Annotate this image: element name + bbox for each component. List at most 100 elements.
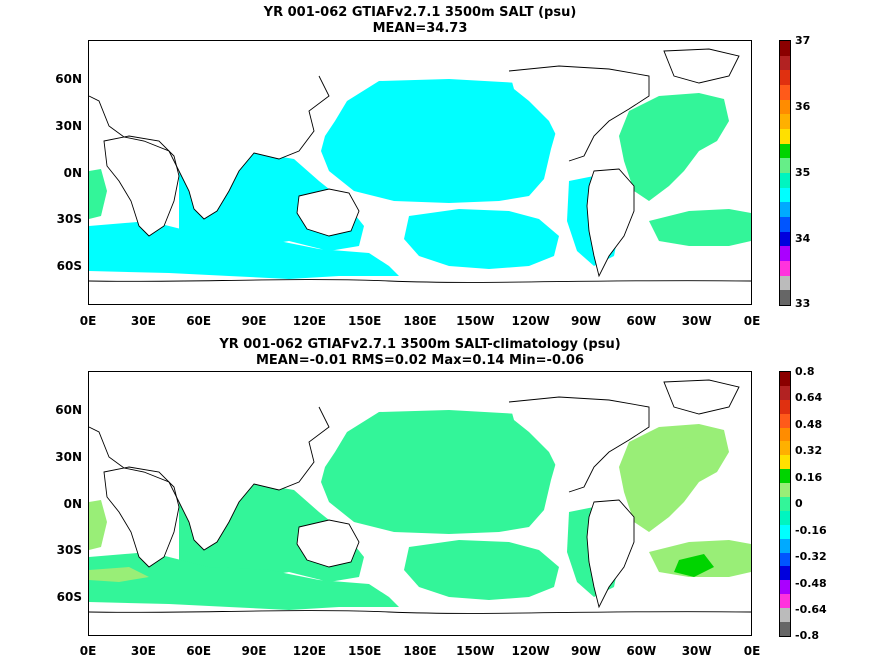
colorbar-segment xyxy=(780,275,790,291)
coastline xyxy=(296,188,360,237)
x-tick-label: 0E xyxy=(79,314,97,328)
colorbar-segment xyxy=(780,385,790,400)
colorbar-segment xyxy=(780,99,790,115)
x-tick-label: 180E xyxy=(403,314,437,328)
colorbar-segment xyxy=(780,372,790,386)
colorbar-segment xyxy=(780,216,790,232)
coastline xyxy=(89,406,330,551)
land-mask xyxy=(664,49,739,83)
coastline xyxy=(103,466,180,568)
colorbar-segment xyxy=(780,114,790,129)
colorbar-segment xyxy=(780,594,790,609)
chart-subtitle: MEAN=34.73 xyxy=(372,21,468,36)
colorbar-segment xyxy=(780,246,790,261)
colorbar-label: 0.64 xyxy=(795,391,823,404)
x-tick-label: 90E xyxy=(241,644,267,658)
chart-subtitle: MEAN=-0.01 RMS=0.02 Max=0.14 Min=-0.06 xyxy=(255,353,585,368)
coastline xyxy=(663,379,740,415)
colorbar xyxy=(779,371,791,637)
x-tick-label: 150E xyxy=(348,644,382,658)
land-mask xyxy=(89,610,751,635)
salinity-region xyxy=(321,410,559,534)
colorbar-label: 0.16 xyxy=(795,471,823,484)
x-tick-label: 150W xyxy=(456,644,495,658)
salinity-region xyxy=(404,209,559,269)
colorbar-segment xyxy=(780,552,790,567)
y-tick-label: 30S xyxy=(56,212,82,226)
x-tick-label: 60E xyxy=(186,644,212,658)
y-tick-label: 0N xyxy=(63,497,82,511)
land-mask xyxy=(89,279,751,304)
colorbar-segment xyxy=(780,622,790,636)
x-tick-label: 90W xyxy=(571,644,601,658)
x-tick-label: 30W xyxy=(681,314,712,328)
x-tick-label: 180E xyxy=(403,644,437,658)
land-mask xyxy=(509,397,649,492)
colorbar-label: 34 xyxy=(795,232,811,245)
colorbar-segment xyxy=(780,158,790,173)
anomaly-map xyxy=(88,371,752,636)
x-tick-label: 0E xyxy=(743,314,761,328)
y-tick-label: 60N xyxy=(55,72,82,86)
colorbar-segment xyxy=(780,202,790,217)
x-tick-label: 30W xyxy=(681,644,712,658)
anomaly-map-svg xyxy=(89,372,751,635)
colorbar-segment xyxy=(780,580,790,595)
salinity-region xyxy=(89,169,107,219)
salinity-region xyxy=(649,209,751,246)
colorbar-segment xyxy=(780,455,790,470)
colorbar-label: 0.48 xyxy=(795,418,823,431)
colorbar-segment xyxy=(780,187,790,203)
colorbar-label: 36 xyxy=(795,100,811,113)
colorbar-segment xyxy=(780,413,790,428)
land-mask xyxy=(104,467,179,567)
colorbar-segment xyxy=(780,566,790,581)
land-mask xyxy=(509,66,649,161)
x-tick-label: 30E xyxy=(130,644,156,658)
colorbar-segment xyxy=(780,70,790,85)
land-mask xyxy=(89,390,329,550)
land-mask xyxy=(89,59,329,219)
coastline xyxy=(508,396,650,493)
colorbar-label: -0.8 xyxy=(795,629,820,642)
coastline xyxy=(586,168,635,278)
colorbar-segment xyxy=(780,260,790,276)
salinity-region xyxy=(404,540,559,600)
x-tick-label: 120W xyxy=(511,314,550,328)
land-mask xyxy=(664,380,739,414)
colorbar-label: -0.32 xyxy=(795,550,827,563)
x-tick-label: 90E xyxy=(241,314,267,328)
colorbar-label: 0 xyxy=(795,497,803,510)
land-mask xyxy=(104,136,179,236)
coastline xyxy=(103,135,180,237)
colorbar-segment xyxy=(780,399,790,414)
land-mask xyxy=(297,520,359,567)
x-tick-label: 120E xyxy=(292,644,326,658)
colorbar-segment xyxy=(780,128,790,144)
x-tick-label: 0E xyxy=(743,644,761,658)
x-tick-label: 150E xyxy=(348,314,382,328)
salinity-region xyxy=(321,79,559,203)
colorbar-segment xyxy=(780,427,790,442)
salinity-region xyxy=(89,221,399,279)
coastline xyxy=(89,279,751,283)
colorbar-segment xyxy=(780,143,790,159)
salinity-region xyxy=(89,552,399,610)
coastline xyxy=(296,519,360,568)
anomaly-patch xyxy=(89,567,149,582)
salinity-region xyxy=(619,424,729,532)
salinity-region xyxy=(619,93,729,201)
x-tick-label: 150W xyxy=(456,314,495,328)
land-mask xyxy=(587,169,634,276)
y-tick-label: 30N xyxy=(55,450,82,464)
colorbar xyxy=(779,40,791,306)
x-tick-label: 90W xyxy=(571,314,601,328)
chart-title: YR 001-062 GTIAFv2.7.1 3500m SALT-climat… xyxy=(219,337,621,352)
y-tick-label: 30S xyxy=(56,543,82,557)
colorbar-segment xyxy=(780,469,790,484)
land-mask xyxy=(587,500,634,607)
colorbar-segment xyxy=(780,172,790,188)
x-tick-label: 30E xyxy=(130,314,156,328)
colorbar-segment xyxy=(780,538,790,553)
colorbar-label: -0.16 xyxy=(795,524,827,537)
